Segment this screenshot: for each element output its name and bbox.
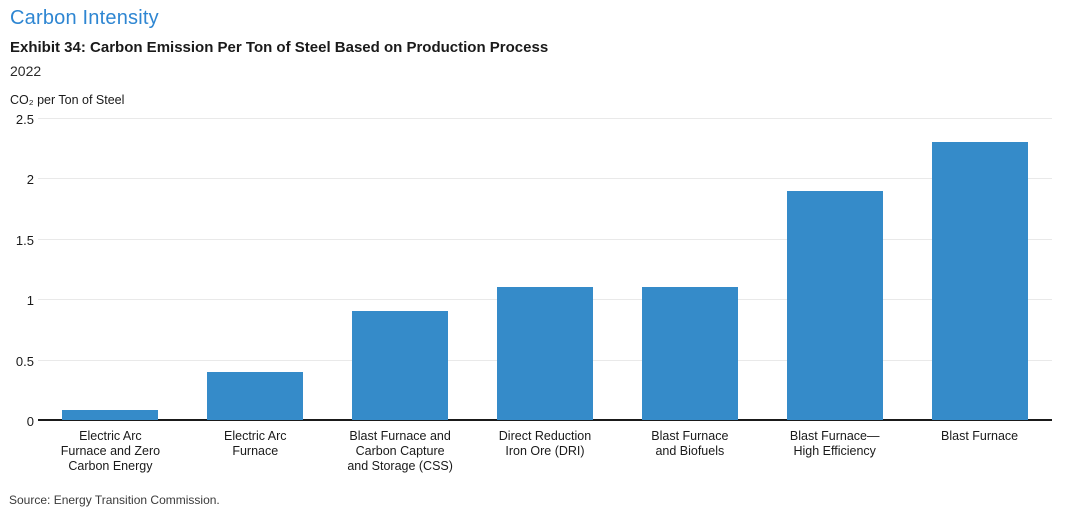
section-title: Carbon Intensity [10,7,159,29]
y-tick-label: 0 [26,414,34,429]
bar-4 [497,287,593,420]
x-category-label: Electric Arc Furnace [224,429,287,458]
gridline [38,118,1052,119]
exhibit-title: Exhibit 34: Carbon Emission Per Ton of S… [10,39,549,56]
x-category-label: Blast Furnace and Biofuels [651,429,729,458]
y-tick-label: 2 [26,172,34,188]
y-tick-label: 2.5 [15,112,34,127]
x-category-label: Blast Furnace— High Efficiency [789,429,880,458]
bar-3 [352,311,449,420]
source-note: Source: Energy Transition Commission. [9,493,220,507]
x-category-label: Blast Furnace and Carbon Capture and Sto… [347,429,453,473]
y-axis-title: CO₂ per Ton of Steel [10,93,125,107]
bar-2 [207,371,304,420]
x-axis-baseline [38,419,1052,421]
gridline [38,178,1052,180]
y-tick-label: 1 [26,293,34,309]
bar-6 [786,190,883,420]
bar-5 [641,287,738,420]
gridline [38,238,1052,240]
y-tick-label: 0.5 [15,353,34,369]
x-category-label: Electric Arc Furnace and Zero Carbon Ene… [60,429,161,473]
exhibit-year: 2022 [10,63,42,79]
y-tick-label: 1.5 [15,232,34,248]
x-category-label: Direct Reduction Iron Ore (DRI) [498,429,592,458]
x-category-label: Blast Furnace [941,429,1019,443]
plot-area [38,118,1052,421]
bar-7 [931,142,1028,420]
bar-1 [62,410,159,420]
